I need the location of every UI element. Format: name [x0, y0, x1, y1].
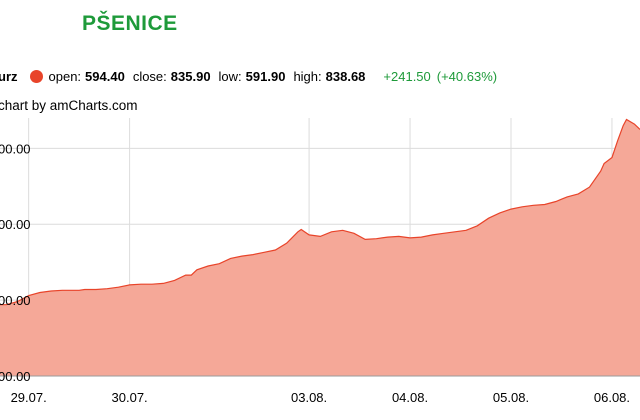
x-tick-label-0: 29.07. [11, 390, 47, 405]
series-layer [0, 118, 640, 376]
x-tick-label-3: 04.08. [392, 390, 428, 405]
y-tick-label-1: 00.00 [0, 217, 31, 232]
legend-high-label: high: [293, 68, 322, 84]
series-line [0, 118, 640, 306]
legend-high-value: 838.68 [325, 68, 366, 84]
x-tick-label-4: 05.08. [493, 390, 529, 405]
legend-low-value: 591.90 [245, 68, 286, 84]
chart-credit-link[interactable]: chart by amCharts.com [0, 98, 138, 113]
y-tick-label-3: 00.00 [0, 369, 31, 384]
area-fill [0, 119, 640, 376]
y-tick-label-0: 00.00 [0, 141, 31, 156]
legend-marker-icon [29, 69, 43, 83]
chart-title: PŠENICE [82, 12, 178, 35]
legend-change: +241.50 (+40.63%) [383, 69, 497, 84]
x-tick-label-5: 06.08. [594, 390, 630, 405]
legend: urz open: 594.40 close: 835.90 low: 591.… [0, 66, 497, 86]
legend-low-label: low: [218, 68, 242, 84]
x-tick-label-2: 03.08. [291, 390, 327, 405]
legend-close-value: 835.90 [170, 68, 211, 84]
legend-change-pct: (+40.63%) [436, 68, 498, 84]
legend-open-value: 594.40 [85, 68, 125, 84]
legend-series-name: urz [0, 68, 18, 84]
legend-close-label: close: [132, 68, 167, 84]
tick-labels: 00.00 00.00 00.00 00.00 29.07. 30.07. 03.08. 04… [0, 141, 630, 405]
legend-open-label: open: [48, 68, 82, 84]
x-tick-label-1: 30.07. [112, 390, 148, 405]
y-tick-label-2: 00.00 [0, 293, 31, 308]
legend-change-value: +241.50 [383, 68, 431, 84]
